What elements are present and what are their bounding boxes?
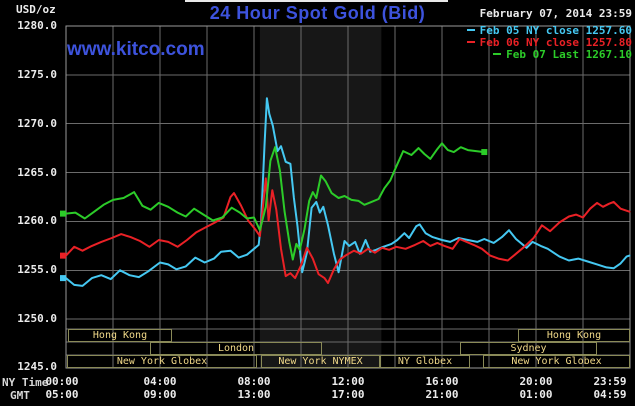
x-tick-ny-0: 00:00 (45, 375, 79, 388)
legend-item-feb05: Feb 05 NY close 1257.60 (466, 24, 632, 37)
page-title: 24 Hour Spot Gold (Bid) (209, 3, 426, 23)
plot-border (65, 25, 631, 369)
x-tick-gmt-1: 09:00 (143, 388, 177, 401)
y-tick-1265: 1265.0 (17, 166, 57, 179)
x-tick-gmt-4: 21:00 (425, 388, 459, 401)
session-hong-kong-pm: Hong Kong (518, 329, 630, 342)
session-new-york-nymex: New York NYMEX (261, 355, 380, 368)
series-line-0 (65, 97, 631, 287)
legend-dash-icon (493, 53, 502, 55)
x-tick-gmt-5: 01:00 (519, 388, 553, 401)
y-tick-1260: 1260.0 (17, 214, 57, 227)
session-new-york-globex-late: New York Globex (483, 355, 630, 368)
y-tick-1280: 1280.0 (17, 19, 57, 32)
kitco-watermark-link[interactable]: www.kitco.com (67, 39, 205, 60)
x-tick-ny-2359: 23:59 (593, 375, 627, 388)
legend-dash-icon (466, 41, 475, 43)
series-start-marker-0 (60, 275, 66, 282)
session-london: London (150, 342, 322, 355)
x-tick-gmt-6: 04:59 (593, 388, 627, 401)
x-tick-gmt-0: 05:00 (45, 388, 79, 401)
series-end-marker-2 (481, 149, 488, 156)
x-tick-gmt-3: 17:00 (331, 388, 365, 401)
session-ny-globex: NY Globex (380, 355, 470, 368)
legend-dash-icon (466, 29, 475, 31)
chart-datetime: February 07, 2014 23:59 (479, 7, 632, 20)
session-sydney: Sydney (460, 342, 597, 355)
legend-label: Feb 05 NY close 1257.60 (479, 24, 632, 37)
legend-item-feb07: Feb 07 Last 1267.10 (467, 49, 632, 61)
legend-label: Feb 06 NY close 1257.80 (479, 36, 632, 49)
y-tick-1250: 1250.0 (17, 312, 57, 325)
top-window-strip (185, 0, 448, 2)
x-tick-gmt-2: 13:00 (237, 388, 271, 401)
x-axis-ny-time-label: NY Time (2, 376, 49, 389)
session-new-york-globex-early: New York Globex (67, 355, 257, 368)
y-tick-1255: 1255.0 (17, 263, 57, 276)
y-tick-1275: 1275.0 (17, 68, 57, 81)
y-tick-1270: 1270.0 (17, 117, 57, 130)
y-axis-unit-label: USD/oz (16, 3, 56, 16)
legend-item-feb06: Feb 06 NY close 1257.80 (466, 36, 632, 49)
series-start-marker-2 (60, 210, 66, 217)
series-start-marker-1 (60, 252, 66, 259)
x-axis-gmt-label: GMT (10, 389, 30, 402)
chart-legend: Feb 05 NY close 1257.60 Feb 06 NY close … (466, 24, 632, 61)
x-tick-ny-16: 16:00 (425, 375, 459, 388)
x-tick-ny-4: 04:00 (143, 375, 177, 388)
session-hong-kong-am: Hong Kong (68, 329, 172, 342)
series-line-2 (65, 142, 486, 261)
nymex-session-band (259, 26, 382, 368)
y-tick-1245: 1245.0 (17, 360, 57, 373)
series-line-1 (65, 177, 631, 284)
x-tick-ny-12: 12:00 (331, 375, 365, 388)
x-tick-ny-8: 08:00 (237, 375, 271, 388)
legend-label: Feb 07 Last 1267.10 (506, 48, 632, 61)
x-tick-ny-20: 20:00 (519, 375, 553, 388)
